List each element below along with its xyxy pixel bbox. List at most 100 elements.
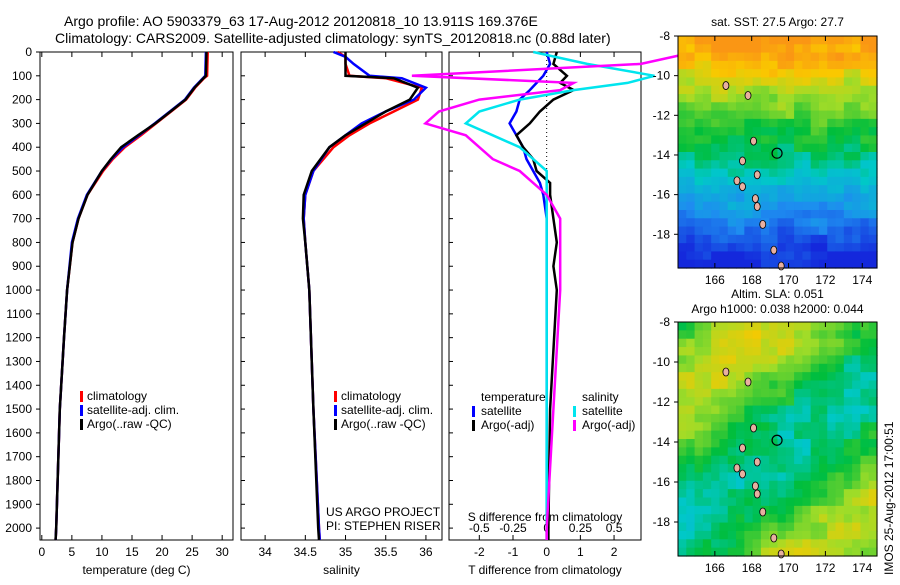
map-cell [678,185,687,195]
title-line-1: Argo profile: AO 5903379_63 17-Aug-2012 … [64,13,538,29]
map-cell [777,135,787,145]
map-cell [860,405,870,415]
map-cell [827,160,837,170]
map-cell [860,455,870,465]
map-cell [727,347,737,357]
map-cell [843,234,853,244]
map-cell [711,363,721,373]
map-cell [785,480,795,490]
map-cell [711,77,721,87]
map-cell [810,176,820,186]
map-cell [769,480,779,490]
panel-temperature: 0100200300400500600700800900100011001200… [5,45,234,577]
map-cell [727,372,737,382]
map-cell [769,110,779,120]
map-cell [702,94,712,103]
map-cell [769,505,779,515]
lon-tick-label: 172 [815,273,835,287]
map-cell [744,69,754,79]
map-cell [777,185,787,195]
map-cell [769,388,779,398]
map-cell [785,530,795,540]
map-cell [810,505,820,515]
island [750,423,757,433]
map-cell [727,455,737,465]
map-cell [736,430,745,440]
map-cell [794,422,803,432]
map-cell [785,69,795,79]
map-cell [868,210,878,219]
map-cell [852,44,862,54]
map-title: sat. SST: 27.5 Argo: 27.7 [711,15,844,29]
map-cell [744,152,754,161]
map-cell [843,480,853,490]
map-cell [785,185,795,195]
map-cell [802,102,812,112]
map-cell [802,226,812,236]
map-cell [702,52,712,62]
map-cell [694,176,704,186]
map-cell [835,110,845,120]
map-cell [752,330,762,340]
map-cell [843,388,853,398]
map-cell [769,94,779,103]
map-cell [794,259,803,269]
map-cell [868,363,878,373]
map-cell [827,372,837,382]
map-cell [769,363,779,373]
map-cell [702,152,712,161]
map-cell [843,226,853,236]
map-cell [827,143,837,153]
map-cell [702,472,712,482]
map-cell [843,110,853,120]
map-cell [678,168,687,178]
map-cell [802,514,812,524]
map-cell [843,372,853,382]
map-cell [736,497,745,507]
map-cell [736,372,745,382]
map-cell [736,530,745,540]
map-cell [769,330,779,340]
map-cell [852,102,862,112]
legend-label: satellite [481,404,522,418]
map-cell [744,439,754,448]
map-cell [719,60,729,70]
map-cell [852,397,862,407]
map-cell [711,397,721,407]
map-cell [852,251,862,261]
map-cell [835,338,845,348]
map-cell [868,77,878,87]
legend-swatch [573,420,576,431]
map-cell [678,422,687,432]
map-cell [727,127,737,137]
map-cell [678,380,687,390]
map-cell [678,77,687,87]
map-cell [777,218,787,228]
map-cell [810,60,820,70]
map-cell [827,422,837,432]
map-cell [868,44,878,54]
map-cell [702,243,712,253]
map-cell [711,338,721,348]
map-cell [777,234,787,244]
map-cell [794,397,803,407]
map-cell [835,539,845,549]
legend-title-temperature: temperature [481,390,546,404]
map-cell [702,397,712,407]
map-cell [835,489,845,499]
map-cell [736,355,745,365]
map-cell [727,338,737,348]
map-cell [760,480,770,490]
map-cell [794,480,803,490]
map-cell [810,127,820,137]
map-cell [785,363,795,373]
map-cell [810,234,820,244]
map-cell [827,472,837,482]
map-cell [727,322,737,331]
map-cell [678,152,687,161]
map-cell [694,413,704,423]
map-cell [686,455,696,465]
map-cell [694,85,704,95]
map-cell [702,505,712,515]
map-cell [702,210,712,219]
